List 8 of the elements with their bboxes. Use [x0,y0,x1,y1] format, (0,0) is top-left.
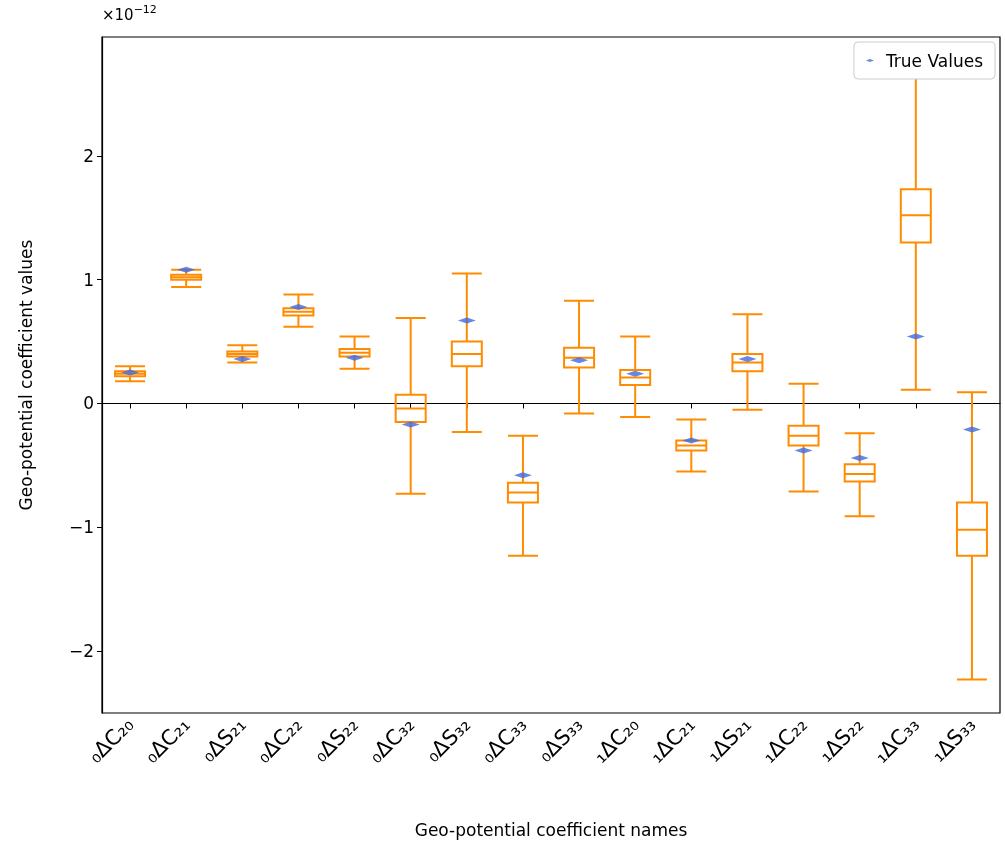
y-tick-label: 2 [83,145,94,166]
y-tick-label: −2 [68,641,94,662]
legend-label: True Values [884,50,984,71]
y-tick-label: −1 [68,517,94,538]
y-axis-title: Geo-potential coefficient values [15,239,36,511]
y-tick-label: 0 [83,393,94,414]
y-tick-label: 1 [83,269,94,290]
x-axis-title: Geo-potential coefficient names [414,819,688,840]
